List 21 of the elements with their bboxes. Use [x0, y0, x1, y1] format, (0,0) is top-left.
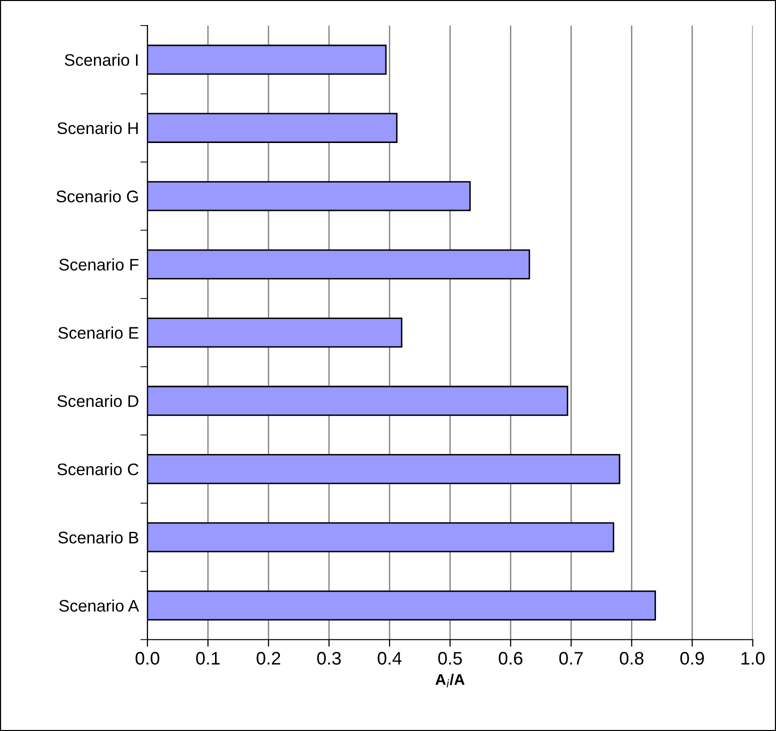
y-tick-label: Scenario E — [58, 326, 138, 339]
x-tick-label: 0.2 — [256, 652, 280, 665]
x-tick-label: 0.6 — [498, 652, 522, 665]
x-tick-label: 0.1 — [196, 652, 220, 665]
y-tick-label: Scenario A — [59, 599, 140, 612]
y-tick-label: Scenario H — [57, 122, 138, 134]
y-tick-label: Scenario F — [59, 258, 138, 271]
x-tick-label: 0.8 — [620, 652, 644, 665]
x-tick-label: 0.7 — [559, 652, 583, 665]
y-tick-label: Scenario D — [57, 394, 138, 408]
x-axis-title: A$_{i}$/A — [435, 674, 465, 688]
x-tick-label: 0.4 — [378, 652, 402, 665]
y-tick-label: Scenario I — [64, 54, 138, 66]
x-tick-label: 1.0 — [742, 652, 765, 665]
y-tick-label: Scenario C — [57, 463, 138, 476]
x-tick-label: 0.9 — [680, 652, 704, 665]
x-tick-label: 0.3 — [317, 652, 341, 665]
x-tick-label: 0.0 — [136, 652, 160, 665]
y-tick-label: Scenario G — [56, 190, 138, 202]
x-tick-label: 0.5 — [438, 652, 462, 665]
y-tick-label: Scenario B — [58, 531, 138, 544]
